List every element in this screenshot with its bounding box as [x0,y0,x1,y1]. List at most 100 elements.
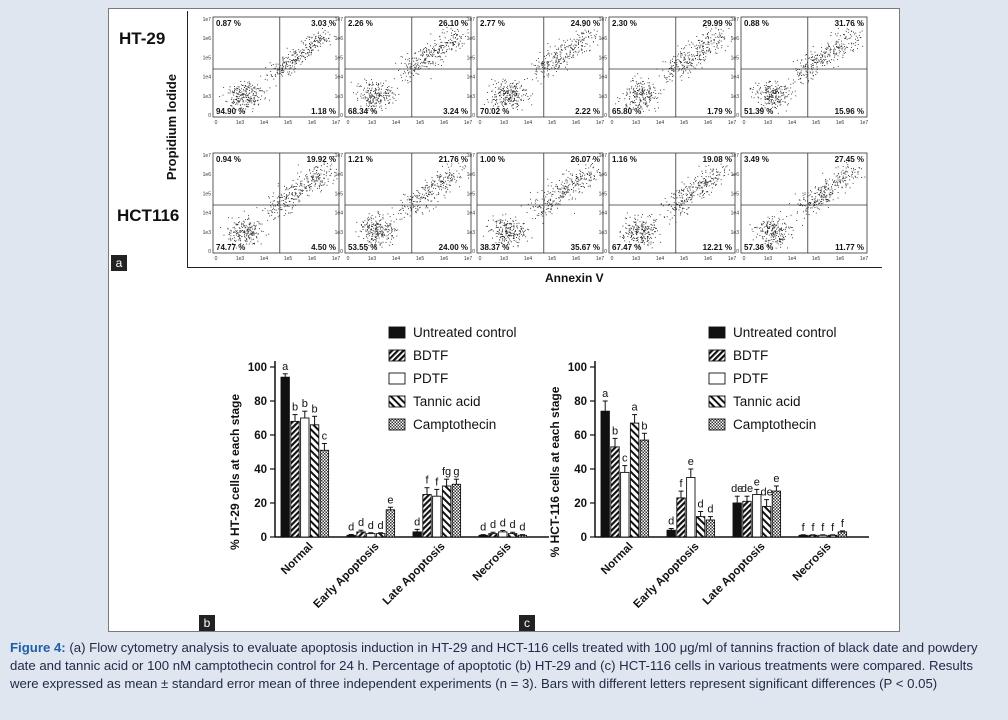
significance-letter: c [322,431,328,443]
flow-xtick-label: 0 [215,256,218,262]
flow-ytick-label: 1e4 [203,75,212,81]
bar [366,533,376,538]
flow-xtick-label: 1e5 [812,120,821,126]
legend-swatch [388,372,406,385]
bar-ytick-label: 20 [574,498,587,510]
flow-xtick-label: 0 [347,120,350,126]
bar [346,534,356,538]
flow-dots [615,25,733,112]
caption-label: Figure 4: [10,640,66,655]
significance-letter: d [519,522,525,534]
flow-ytick-label: 1e7 [467,153,476,159]
bar-ytick-label: 80 [254,396,267,408]
significance-letter: d [510,519,516,531]
flow-ytick-label: 1e4 [467,75,476,81]
flow-ytick-label: 0 [604,249,607,255]
significance-letter: d [707,504,713,516]
legend-label: Tannic acid [413,394,481,409]
flow-xtick-label: 1e4 [656,120,665,126]
quadrant-lr-value: 1.79 % [707,107,732,116]
flow-ytick-label: 1e3 [335,230,344,236]
bar [488,533,498,538]
significance-letter: e [773,473,779,485]
significance-letter: d [480,522,486,534]
significance-letter: d [490,519,496,531]
flow-ytick-label: 1e6 [467,36,476,42]
bar-ytick-label: 0 [261,532,267,544]
flow-ytick-label: 1e7 [467,17,476,23]
quadrant-ur-value: 27.45 % [835,155,864,164]
quadrant-ul-value: 2.30 % [612,19,637,28]
flow-xtick-label: 1e3 [764,120,773,126]
bar-category-label: Late Apoptosis [381,541,448,608]
legend-label: BDTF [733,348,768,363]
quadrant-ll-value: 68.34 % [348,107,377,116]
legend-label: Tannic acid [733,394,801,409]
flow-xtick-label: 1e4 [524,120,533,126]
legend-label: PDTF [413,371,448,386]
quadrant-ll-value: 70.02 % [480,107,509,116]
flow-xtick-label: 1e4 [260,120,269,126]
flow-ytick-label: 1e7 [599,153,608,159]
legend-swatch [708,349,726,362]
bar [620,471,630,538]
flow-ytick-label: 1e4 [599,211,608,217]
flow-xtick-label: 1e6 [836,256,845,262]
flow-xtick-label: 1e7 [860,120,869,126]
flow-xtick-label: 1e3 [368,120,377,126]
significance-letter: e [387,494,393,506]
flow-dots [749,24,864,114]
significance-letter: b [641,420,647,432]
significance-letter: c [622,453,628,465]
bar-ytick-label: 60 [574,430,587,442]
flow-plot-frame [740,152,868,254]
bar-ylabel: % HCT-116 cells at each stage [548,386,562,557]
significance-letter: e [688,456,694,468]
bar-category-label: Necrosis [471,541,514,584]
bar [610,446,620,538]
flow-ytick-label: 1e6 [731,172,740,178]
quadrant-ul-value: 0.94 % [216,155,241,164]
flow-xtick-label: 0 [611,256,614,262]
significance-letter: d [378,520,384,532]
quadrant-ur-value: 19.08 % [703,155,732,164]
legend-swatch [388,326,406,339]
legend-swatch [388,418,406,431]
flow-xtick-label: 1e4 [260,256,269,262]
flow-ytick-label: 1e3 [731,230,740,236]
flow-ytick-label: 0 [208,113,211,119]
flow-xtick-label: 1e6 [572,120,581,126]
significance-letter: d [414,516,420,528]
significance-letter: d [668,516,674,528]
significance-letter: e [754,476,760,488]
flow-ytick-label: 1e5 [731,191,740,197]
row-label-hct116: HCT116 [117,206,180,225]
flow-dots [483,25,599,111]
flow-xtick-label: 0 [611,120,614,126]
bar [695,516,706,538]
bar [309,424,320,538]
quadrant-ur-value: 26.07 % [571,155,600,164]
bar [771,490,782,538]
quadrant-lr-value: 1.18 % [311,107,336,116]
significance-letter: b [302,398,308,410]
flow-xtick-label: 1e7 [596,256,605,262]
bar [798,534,808,538]
flow-xtick-label: 1e3 [764,256,773,262]
flow-ylabel: Propidium Iodide [164,73,179,181]
flow-xtick-label: 1e5 [680,120,689,126]
panel-tag-b: b [199,615,215,631]
flow-ytick-label: 1e3 [203,94,212,100]
quadrant-ll-value: 94.90 % [216,107,245,116]
flow-xtick-label: 1e4 [656,256,665,262]
significance-letter: f [435,476,439,488]
legend-label: Camptothecin [413,417,496,432]
legend-label: Untreated control [733,325,837,340]
flow-ytick-label: 1e3 [731,94,740,100]
flow-plot-frame [608,152,736,254]
flow-ytick-label: 1e5 [599,191,608,197]
flow-xtick-label: 1e6 [308,256,317,262]
flow-dots [619,163,734,249]
flow-plot-frame [344,16,472,118]
flow-dots [220,156,338,249]
